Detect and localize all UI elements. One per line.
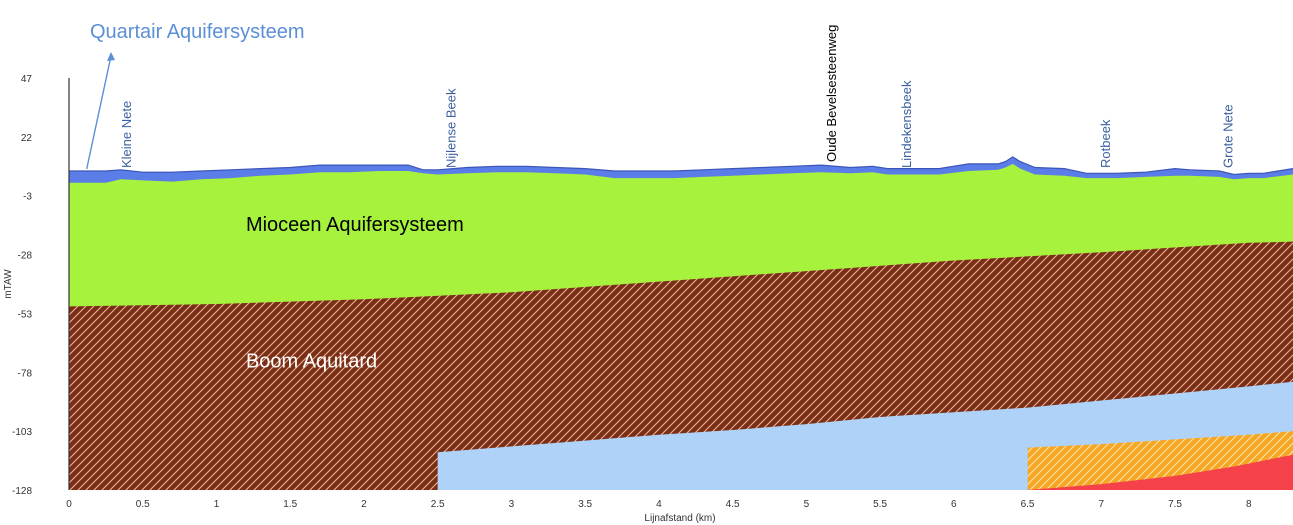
annotation-arrow-line <box>86 55 112 170</box>
x-tick-label: 6.5 <box>1021 499 1035 510</box>
x-tick-label: 3 <box>509 499 515 510</box>
y-tick-label: -3 <box>23 192 32 203</box>
quartair-annotation-label: Quartair Aquifersysteem <box>90 21 305 43</box>
x-tick-label: 3.5 <box>578 499 592 510</box>
x-tick-label: 2 <box>361 499 367 510</box>
y-axis-title: mTAW <box>3 269 14 299</box>
x-tick-label: 8 <box>1246 499 1252 510</box>
x-tick-label: 4.5 <box>726 499 740 510</box>
geology-layers <box>69 156 1293 490</box>
x-tick-label: 7.5 <box>1168 499 1182 510</box>
x-tick-label: 1.5 <box>283 499 297 510</box>
chart-labels: Mioceen Aquifersysteem Boom Aquitard Klein… <box>86 21 1236 373</box>
river-label: Grote Nete <box>1221 104 1236 168</box>
x-tick-label: 5.5 <box>873 499 887 510</box>
x-tick-label: 1 <box>214 499 220 510</box>
x-tick-label: 6 <box>951 499 957 510</box>
layer-label: Boom Aquitard <box>246 351 377 373</box>
surface-line <box>69 156 1293 176</box>
layer-label: Mioceen Aquifersysteem <box>246 214 464 236</box>
x-tick-label: 4 <box>656 499 662 510</box>
x-axis-title: Lijnafstand (km) <box>644 513 715 524</box>
y-tick-label: -53 <box>18 309 33 320</box>
x-tick-label: 5 <box>804 499 810 510</box>
river-label: Lindekensbeek <box>899 80 914 168</box>
y-tick-label: 47 <box>21 74 33 85</box>
y-tick-label: -28 <box>18 251 33 262</box>
river-label: Rotbeek <box>1098 119 1113 168</box>
y-tick-label: -128 <box>12 486 32 497</box>
y-tick-label: 22 <box>21 133 33 144</box>
river-label: Kleine Nete <box>119 101 134 168</box>
river-label: Nijlense Beek <box>443 88 458 168</box>
x-tick-label: 7 <box>1099 499 1105 510</box>
road-label: Oude Bevelsesteenweg <box>824 25 839 162</box>
y-tick-label: -103 <box>12 427 32 438</box>
x-tick-label: 2.5 <box>431 499 445 510</box>
layer-area-deepest <box>1027 454 1293 490</box>
x-tick-label: 0 <box>66 499 72 510</box>
annotation-arrow-head <box>107 52 115 61</box>
x-tick-label: 0.5 <box>136 499 150 510</box>
y-tick-label: -78 <box>18 368 33 379</box>
